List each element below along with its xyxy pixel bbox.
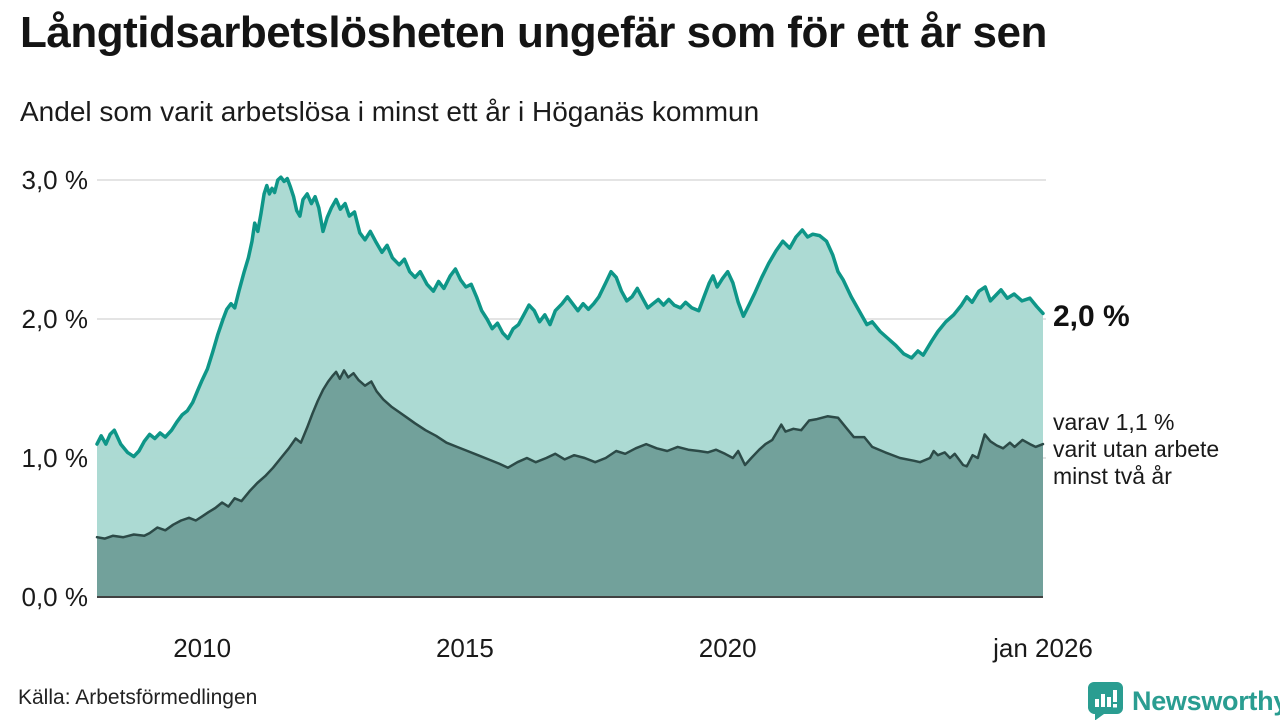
end-note-line: varit utan arbete	[1053, 436, 1220, 462]
series-areas	[95, 175, 1045, 597]
x-tick-label: jan 2026	[993, 633, 1093, 663]
brand-logo: Newsworthy	[1086, 681, 1280, 720]
page-title: Långtidsarbetslösheten ungefär som för e…	[20, 8, 1047, 57]
y-tick-label: 2,0 %	[21, 304, 89, 334]
y-tick-label: 1,0 %	[21, 443, 89, 473]
series-line-0	[95, 175, 1045, 459]
end-note-line: minst två år	[1053, 463, 1172, 489]
series-line-1	[95, 369, 1045, 540]
source-credit: Källa: Arbetsförmedlingen	[18, 686, 258, 709]
brand-name: Newsworthy	[1132, 685, 1280, 716]
end-note-line: varav 1,1 %	[1053, 409, 1175, 435]
newsworthy-icon	[1088, 682, 1123, 720]
x-tick-label: 2010	[173, 633, 232, 663]
x-tick-label: 2015	[435, 633, 494, 663]
series-area-1	[97, 370, 1043, 597]
y-tick-label: 0,0 %	[21, 582, 89, 612]
end-note-label: varav 1,1 % varit utan arbete minst två år	[1053, 409, 1219, 490]
y-tick-label: 3,0 %	[21, 165, 89, 195]
x-tick-label: 2020	[698, 633, 757, 663]
chart-subtitle: Andel som varit arbetslösa i minst ett å…	[20, 96, 760, 127]
end-value-label: 2,0 %	[1053, 300, 1130, 333]
